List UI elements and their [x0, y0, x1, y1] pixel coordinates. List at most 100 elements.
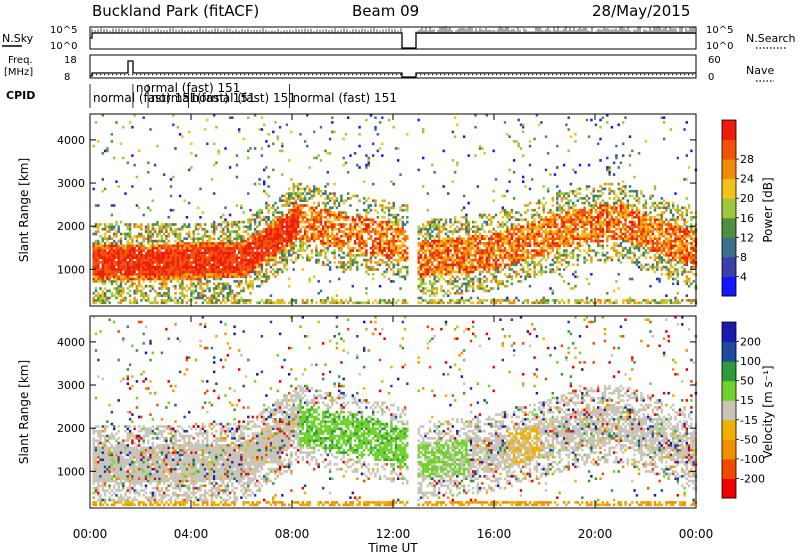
power-cell: [458, 246, 461, 250]
power-cell: [401, 299, 404, 302]
power-cell: [472, 225, 475, 229]
power-cell: [244, 249, 248, 252]
power-cell: [133, 263, 136, 267]
power-cell: [181, 284, 184, 288]
power-cell: [199, 268, 202, 271]
power-cell: [169, 230, 173, 233]
power-cell: [472, 265, 475, 269]
power-cell: [351, 254, 354, 257]
power-cell: [197, 277, 200, 281]
power-cell: [506, 232, 509, 236]
power-cell: [328, 213, 332, 217]
power-cell: [158, 287, 161, 290]
power-cell: [378, 220, 382, 224]
power-cell: [417, 301, 420, 305]
power-cell: [149, 251, 152, 255]
power-cell: [210, 270, 214, 274]
power-cell: [231, 258, 234, 262]
power-cell: [290, 208, 293, 212]
power-cell: [324, 256, 327, 259]
power-cell: [215, 256, 218, 259]
power-cell: [292, 192, 295, 195]
nave-dot: [596, 74, 598, 76]
power-cell: [274, 225, 277, 229]
power-cell: [392, 280, 395, 283]
power-cell: [399, 227, 402, 231]
power-cell: [117, 261, 120, 264]
power-cell: [374, 237, 377, 240]
power-cell: [292, 237, 295, 240]
power-cell: [467, 261, 470, 264]
power-cell: [426, 258, 429, 262]
power-cell: [274, 254, 277, 257]
power-cell: [299, 197, 302, 200]
power-cell: [178, 263, 182, 267]
power-cell: [228, 270, 232, 274]
power-cell: [144, 299, 148, 302]
power-cell: [274, 270, 277, 274]
power-cell: [263, 168, 266, 172]
power-cell: [247, 265, 250, 269]
power-cell: [356, 268, 359, 271]
power-cell: [458, 277, 461, 281]
power-cell: [290, 211, 293, 214]
power-cell: [467, 232, 470, 236]
power-cell: [156, 256, 159, 259]
power-cell: [149, 261, 152, 264]
power-cell: [113, 251, 116, 255]
power-cell: [265, 270, 268, 274]
power-cell: [283, 263, 286, 267]
power-cell: [181, 249, 184, 252]
power-cell: [203, 254, 207, 257]
power-cell: [156, 235, 159, 238]
power-cell: [524, 299, 527, 302]
power-cell: [115, 220, 118, 224]
power-cell: [397, 273, 400, 276]
power-cell: [190, 273, 193, 276]
power-cell: [449, 277, 452, 281]
power-cell: [231, 296, 234, 300]
power-cell: [503, 213, 507, 217]
power-cell: [240, 299, 243, 302]
power-cell: [190, 261, 193, 264]
power-cell: [419, 265, 423, 269]
power-cell: [115, 249, 118, 252]
power-cell: [163, 258, 166, 262]
power-cell: [169, 277, 173, 281]
power-cell: [451, 287, 454, 290]
power-cell: [103, 235, 107, 238]
power-cell: [147, 268, 150, 271]
power-cell: [406, 265, 409, 269]
power-cell: [228, 273, 232, 276]
power-cell: [485, 256, 489, 259]
power-cell: [428, 256, 432, 259]
power-cell: [94, 204, 98, 207]
power-cell: [156, 242, 159, 245]
power-cell: [235, 265, 239, 269]
power-cell: [376, 211, 379, 214]
power-cell: [167, 244, 170, 248]
power-cell: [469, 301, 473, 305]
power-cell: [460, 223, 464, 226]
power-cell: [194, 242, 198, 245]
power-cell: [467, 282, 470, 286]
nave-dot: [628, 74, 630, 76]
power-cell: [208, 265, 211, 269]
power-cell: [113, 246, 116, 250]
power-cell: [449, 239, 452, 243]
power-cell: [422, 227, 425, 231]
power-cell: [381, 216, 384, 219]
power-cell: [233, 256, 236, 259]
power-cell: [122, 156, 125, 160]
power-cell: [308, 223, 311, 226]
power-cell: [233, 294, 236, 297]
power-cell: [406, 254, 409, 257]
power-cell: [210, 223, 214, 226]
power-cell: [247, 261, 250, 264]
power-cell: [276, 211, 279, 214]
power-cell: [338, 242, 341, 245]
power-cell: [122, 299, 125, 302]
power-cell: [335, 197, 339, 200]
power-cell: [478, 280, 482, 283]
power-cell: [224, 220, 227, 224]
